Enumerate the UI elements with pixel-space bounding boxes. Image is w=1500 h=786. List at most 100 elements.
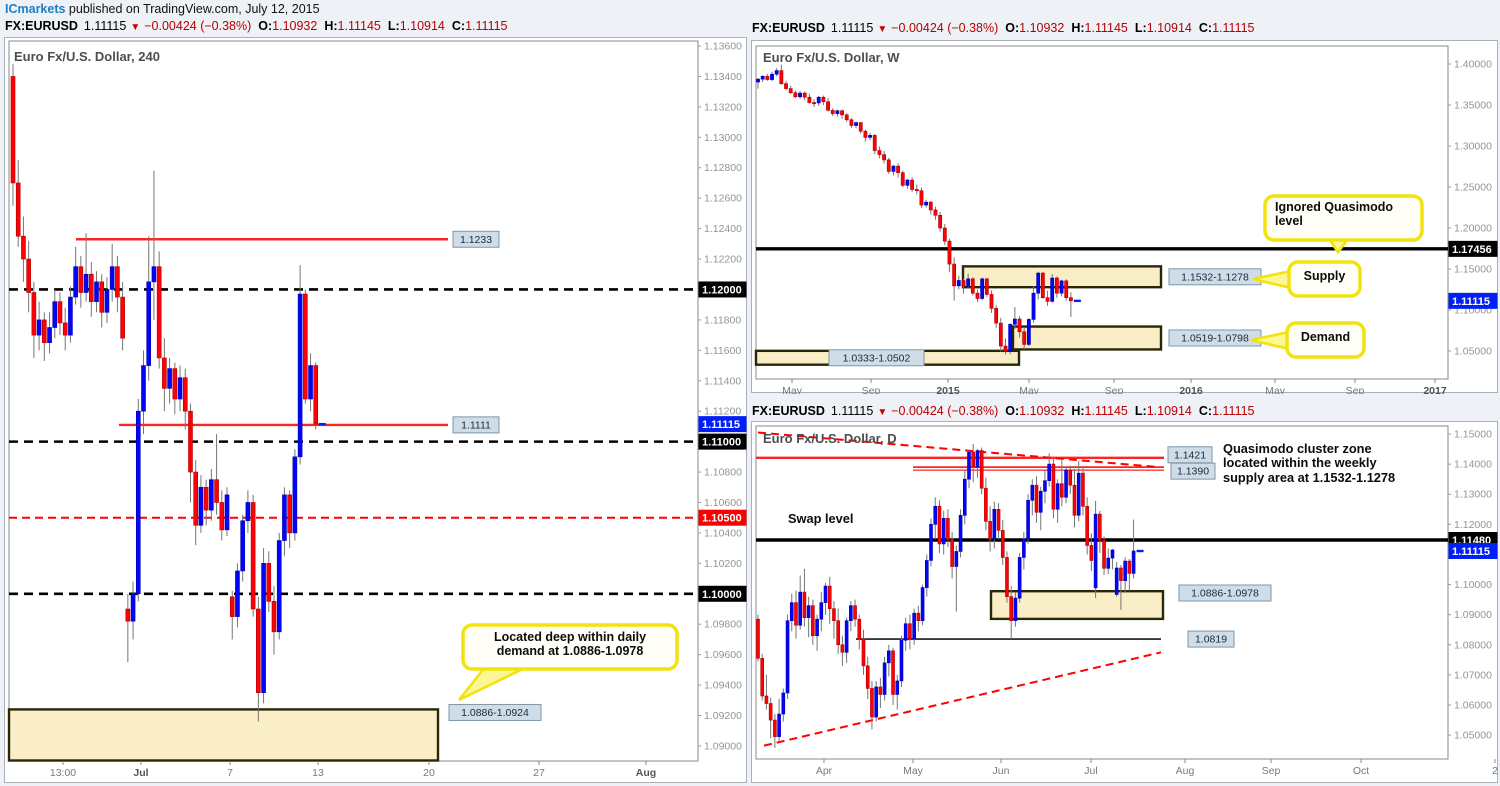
- brand-link[interactable]: ICmarkets: [5, 2, 66, 16]
- candle-down: [1098, 513, 1102, 541]
- candle-up: [1013, 597, 1018, 621]
- candle-down: [10, 76, 16, 184]
- y-tick-label: 1.15000: [1454, 429, 1492, 441]
- candle-down: [844, 114, 849, 121]
- candle-up: [1093, 513, 1098, 589]
- candle-down: [857, 618, 862, 640]
- candle-down: [271, 601, 277, 633]
- candle-down: [1054, 277, 1059, 294]
- candle-up: [292, 456, 298, 534]
- axis-price-tag: [698, 509, 747, 526]
- candle-down: [1045, 297, 1050, 302]
- symbol-label[interactable]: FX:EURUSD: [752, 21, 825, 35]
- y-tick-label: 1.25000: [1454, 181, 1492, 193]
- x-tick-label: May: [1019, 385, 1040, 394]
- candle-down: [994, 308, 999, 324]
- axis-price-tag-label: 1.11000: [702, 437, 741, 449]
- candle-up: [1022, 539, 1026, 558]
- candle-down: [1017, 318, 1022, 333]
- candle-up: [756, 78, 760, 83]
- candle-down: [287, 494, 292, 534]
- candle-down: [853, 605, 857, 620]
- candle-down: [975, 292, 980, 299]
- candle-down: [840, 110, 844, 116]
- axis-price-tag: [698, 416, 747, 433]
- candle-up: [276, 540, 282, 633]
- candle-down: [188, 410, 193, 473]
- candle-up: [1131, 550, 1136, 574]
- level-label: 1.1390: [1177, 466, 1209, 478]
- symbol-label[interactable]: FX:EURUSD: [5, 19, 78, 33]
- high-label: H:: [324, 19, 338, 33]
- candle-down: [250, 502, 256, 610]
- supply-demand-zone: [1011, 325, 1163, 351]
- candle-down: [984, 487, 988, 522]
- chart-panel-240[interactable]: 1.13600 1.13400 1.13200 1.13000 1.12800 1.126…: [4, 37, 747, 783]
- candle-down: [266, 563, 272, 602]
- y-tick-label: 1.30000: [1454, 140, 1492, 152]
- candle-down: [908, 623, 912, 640]
- symbol-label[interactable]: FX:EURUSD: [752, 404, 825, 418]
- candle-up: [903, 623, 908, 641]
- x-tick-label: 2017: [1423, 385, 1447, 394]
- last-close-marker: [1073, 299, 1081, 303]
- y-tick-label: 1.08000: [1454, 639, 1492, 651]
- candle-down: [988, 521, 992, 540]
- low-label: L:: [1134, 404, 1147, 418]
- x-tick-label: Oct: [1353, 765, 1369, 777]
- candle-down: [840, 644, 845, 653]
- candle-up: [899, 639, 904, 682]
- candle-up: [966, 278, 971, 287]
- candle-down: [827, 585, 832, 609]
- candle-down: [229, 596, 235, 617]
- candle-up: [1043, 480, 1047, 492]
- y-tick-label: 1.12000: [1454, 519, 1492, 531]
- candle-up: [1050, 277, 1055, 302]
- candle-up: [261, 563, 266, 693]
- candle-up: [209, 479, 214, 511]
- x-tick-label: 20: [423, 767, 435, 779]
- chart-panel-weekly[interactable]: 1.40000 1.35000 1.30000 1.25000 1.20000 1.150…: [751, 40, 1498, 394]
- supply-demand-zone: [7, 708, 440, 762]
- low-label: L:: [387, 19, 400, 33]
- candle-up: [1064, 469, 1068, 498]
- low-value: 1.10914: [399, 19, 445, 33]
- price-change: −0.00424 (−0.38%): [891, 21, 999, 35]
- y-tick-label: 1.09000: [704, 740, 742, 752]
- x-tick-label: 2015: [936, 385, 960, 394]
- candle-up: [94, 281, 99, 302]
- axis-price-tag-label: 1.17456: [1452, 244, 1492, 256]
- candle-up: [849, 605, 853, 621]
- candle-down: [971, 451, 976, 468]
- candle-down: [996, 508, 1001, 531]
- last-price: 1.11115: [830, 404, 874, 418]
- x-tick-label: 2016: [1179, 385, 1203, 394]
- last-price: 1.11115: [830, 21, 874, 35]
- candle-down: [861, 638, 866, 667]
- candle-down: [832, 608, 836, 621]
- candle-down: [946, 518, 950, 540]
- x-tick-label: 27: [533, 767, 545, 779]
- y-tick-label: 1.09800: [704, 619, 742, 631]
- price-change: −0.00424 (−0.38%): [144, 19, 252, 33]
- candle-down: [877, 150, 882, 155]
- candle-up: [1114, 567, 1119, 595]
- candle-down: [765, 75, 770, 80]
- chart-panel-daily[interactable]: 1.150001.140001.130001.120001.110001.100…: [751, 421, 1498, 783]
- candle-up: [874, 686, 878, 718]
- y-tick-label: 1.10000: [1454, 579, 1492, 591]
- candle-down: [794, 602, 798, 626]
- candle-up: [760, 75, 765, 80]
- candle-up: [992, 508, 997, 540]
- candle-down: [313, 365, 319, 425]
- candlestick-chart-weekly: 1.40000 1.35000 1.30000 1.25000 1.20000 1.150…: [754, 45, 1498, 394]
- candle-down: [15, 182, 21, 237]
- candle-up: [789, 602, 794, 621]
- level-label-box: [828, 349, 925, 367]
- candle-up: [1059, 280, 1064, 294]
- y-tick-label: 1.11200: [704, 406, 741, 418]
- axis-price-tag: [1448, 240, 1498, 257]
- candle-up: [967, 451, 971, 480]
- candle-down: [821, 96, 826, 103]
- y-tick-label: 1.11400: [704, 375, 741, 387]
